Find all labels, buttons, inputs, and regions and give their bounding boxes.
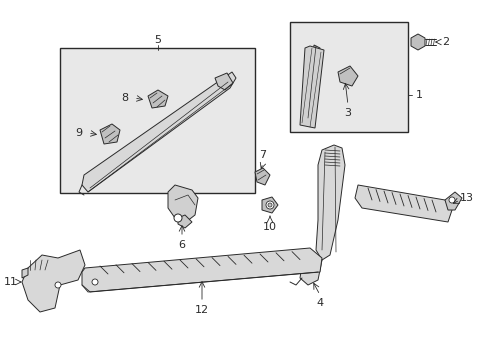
Polygon shape	[444, 192, 461, 210]
Polygon shape	[254, 168, 269, 185]
Text: 1: 1	[415, 90, 422, 100]
Polygon shape	[168, 185, 198, 222]
Bar	[60, 48, 254, 193]
Text: 8: 8	[121, 93, 128, 103]
Polygon shape	[22, 268, 28, 278]
Polygon shape	[299, 255, 321, 285]
Text: 4: 4	[316, 298, 323, 308]
Text: 5: 5	[154, 35, 161, 45]
Text: 10: 10	[263, 222, 276, 232]
Text: 6: 6	[178, 240, 185, 250]
Circle shape	[92, 279, 98, 285]
Polygon shape	[215, 73, 232, 90]
Polygon shape	[82, 248, 321, 292]
Text: 12: 12	[195, 305, 209, 315]
Polygon shape	[337, 66, 357, 86]
Circle shape	[267, 203, 271, 207]
Polygon shape	[315, 145, 345, 260]
Text: 11: 11	[4, 277, 18, 287]
Polygon shape	[262, 197, 278, 213]
Circle shape	[55, 282, 61, 288]
Polygon shape	[354, 185, 451, 222]
Circle shape	[448, 197, 454, 203]
Polygon shape	[305, 45, 319, 122]
Polygon shape	[299, 46, 324, 128]
Circle shape	[265, 201, 273, 209]
Bar	[289, 22, 407, 132]
Text: 9: 9	[75, 128, 82, 138]
Polygon shape	[82, 72, 236, 192]
Polygon shape	[178, 215, 192, 228]
Text: 2: 2	[441, 37, 448, 47]
Text: 3: 3	[344, 108, 351, 118]
Circle shape	[174, 214, 182, 222]
Text: 13: 13	[459, 193, 473, 203]
Polygon shape	[100, 124, 120, 144]
Polygon shape	[410, 34, 424, 50]
Text: 7: 7	[259, 150, 266, 160]
Polygon shape	[22, 250, 85, 312]
Polygon shape	[148, 90, 168, 108]
